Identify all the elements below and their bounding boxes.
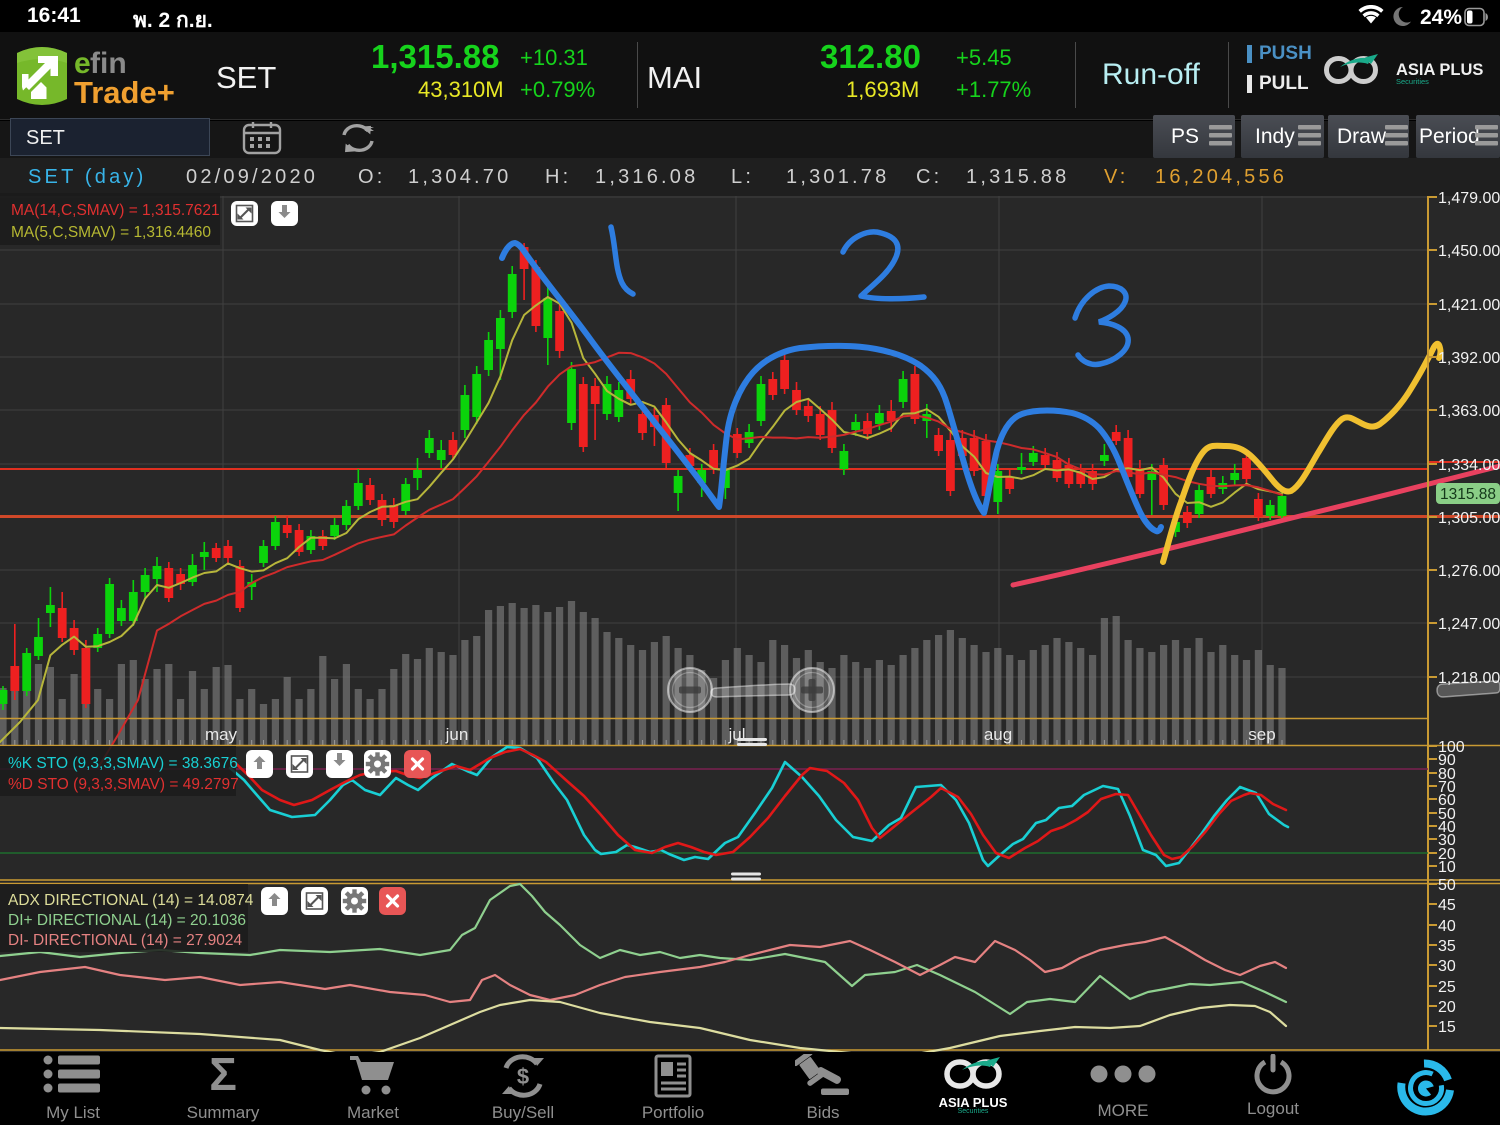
svg-text:50: 50 <box>1438 806 1456 823</box>
svg-text:50: 50 <box>1438 877 1456 894</box>
svg-text:1,421.00: 1,421.00 <box>1438 297 1500 314</box>
svg-text:may: may <box>205 725 238 744</box>
svg-text:1,450.00: 1,450.00 <box>1438 243 1500 260</box>
svg-text:1,305.00: 1,305.00 <box>1438 510 1500 527</box>
svg-text:%D STO (9,3,3,SMAV) = 49.2797: %D STO (9,3,3,SMAV) = 49.2797 <box>8 776 239 793</box>
svg-text:70: 70 <box>1438 779 1456 796</box>
svg-text:1,218.00: 1,218.00 <box>1438 670 1500 687</box>
svg-text:aug: aug <box>984 725 1012 744</box>
svg-text:DI+ DIRECTIONAL (14) = 20.1036: DI+ DIRECTIONAL (14) = 20.1036 <box>8 912 246 929</box>
svg-text:%K STO (9,3,3,SMAV) = 38.3676: %K STO (9,3,3,SMAV) = 38.3676 <box>8 755 238 772</box>
svg-text:35: 35 <box>1438 938 1456 955</box>
svg-text:20: 20 <box>1438 999 1456 1016</box>
svg-text:30: 30 <box>1438 958 1456 975</box>
svg-text:25: 25 <box>1438 979 1456 996</box>
svg-text:10: 10 <box>1438 859 1456 876</box>
svg-text:fin: fin <box>90 47 127 80</box>
svg-text:80: 80 <box>1438 766 1456 783</box>
svg-text:MA(5,C,SMAV) = 1,316.4460: MA(5,C,SMAV) = 1,316.4460 <box>11 224 211 241</box>
svg-text:jun: jun <box>445 725 469 744</box>
svg-text:1,479.00: 1,479.00 <box>1438 190 1500 207</box>
svg-text:40: 40 <box>1438 918 1456 935</box>
svg-text:100: 100 <box>1438 739 1465 756</box>
svg-text:1,276.00: 1,276.00 <box>1438 563 1500 580</box>
svg-text:40: 40 <box>1438 819 1456 836</box>
svg-text:ADX DIRECTIONAL (14) = 14.0874: ADX DIRECTIONAL (14) = 14.0874 <box>8 892 254 909</box>
svg-text:sep: sep <box>1248 725 1275 744</box>
svg-text:15: 15 <box>1438 1019 1456 1036</box>
svg-text:jul: jul <box>727 725 745 744</box>
svg-text:ASIA PLUS: ASIA PLUS <box>1396 61 1483 79</box>
svg-text:1,392.00: 1,392.00 <box>1438 350 1500 367</box>
svg-text:e: e <box>74 47 91 80</box>
svg-text:90: 90 <box>1438 752 1456 769</box>
svg-text:Σ: Σ <box>209 1052 237 1098</box>
svg-text:30: 30 <box>1438 832 1456 849</box>
svg-text:MA(14,C,SMAV) = 1,315.7621: MA(14,C,SMAV) = 1,315.7621 <box>11 202 220 219</box>
svg-text:Trade+: Trade+ <box>74 75 175 109</box>
svg-text:20: 20 <box>1438 846 1456 863</box>
svg-text:1,363.00: 1,363.00 <box>1438 403 1500 420</box>
svg-text:1315.88: 1315.88 <box>1440 486 1496 503</box>
svg-text:1,334.00: 1,334.00 <box>1438 457 1500 474</box>
svg-text:1,247.00: 1,247.00 <box>1438 616 1500 633</box>
svg-text:Securities: Securities <box>1396 77 1429 86</box>
svg-text:DI- DIRECTIONAL (14) = 27.9024: DI- DIRECTIONAL (14) = 27.9024 <box>8 932 243 949</box>
svg-text:45: 45 <box>1438 897 1456 914</box>
svg-text:24%: 24% <box>1420 6 1462 29</box>
svg-text:$: $ <box>517 1064 529 1089</box>
svg-text:60: 60 <box>1438 792 1456 809</box>
